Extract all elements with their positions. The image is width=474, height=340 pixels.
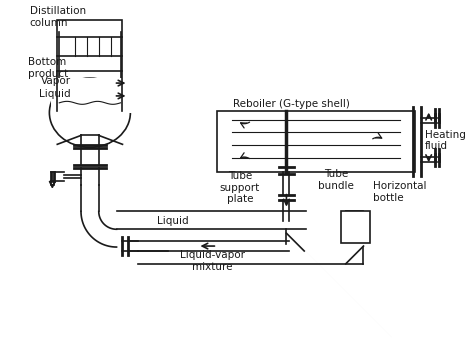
Text: Liquid: Liquid: [39, 89, 71, 99]
Text: Liquid: Liquid: [157, 216, 189, 226]
Text: Distillation
column: Distillation column: [30, 6, 86, 28]
Bar: [217, 111, 415, 172]
Text: Liquid-vapor
mixture: Liquid-vapor mixture: [180, 250, 245, 272]
Bar: [57, 20, 122, 71]
Bar: [341, 211, 370, 243]
Text: Tube
bundle: Tube bundle: [318, 169, 354, 191]
Ellipse shape: [49, 78, 130, 147]
Text: Bottom
product: Bottom product: [27, 57, 68, 79]
Bar: [51, 78, 132, 113]
Text: Tube
support
plate: Tube support plate: [220, 171, 260, 204]
Text: Reboiler (G-type shell): Reboiler (G-type shell): [233, 99, 350, 109]
Text: Heating
fluid: Heating fluid: [425, 130, 465, 151]
Text: Horizontal
bottle: Horizontal bottle: [374, 181, 427, 203]
Text: Vapor: Vapor: [41, 76, 71, 86]
